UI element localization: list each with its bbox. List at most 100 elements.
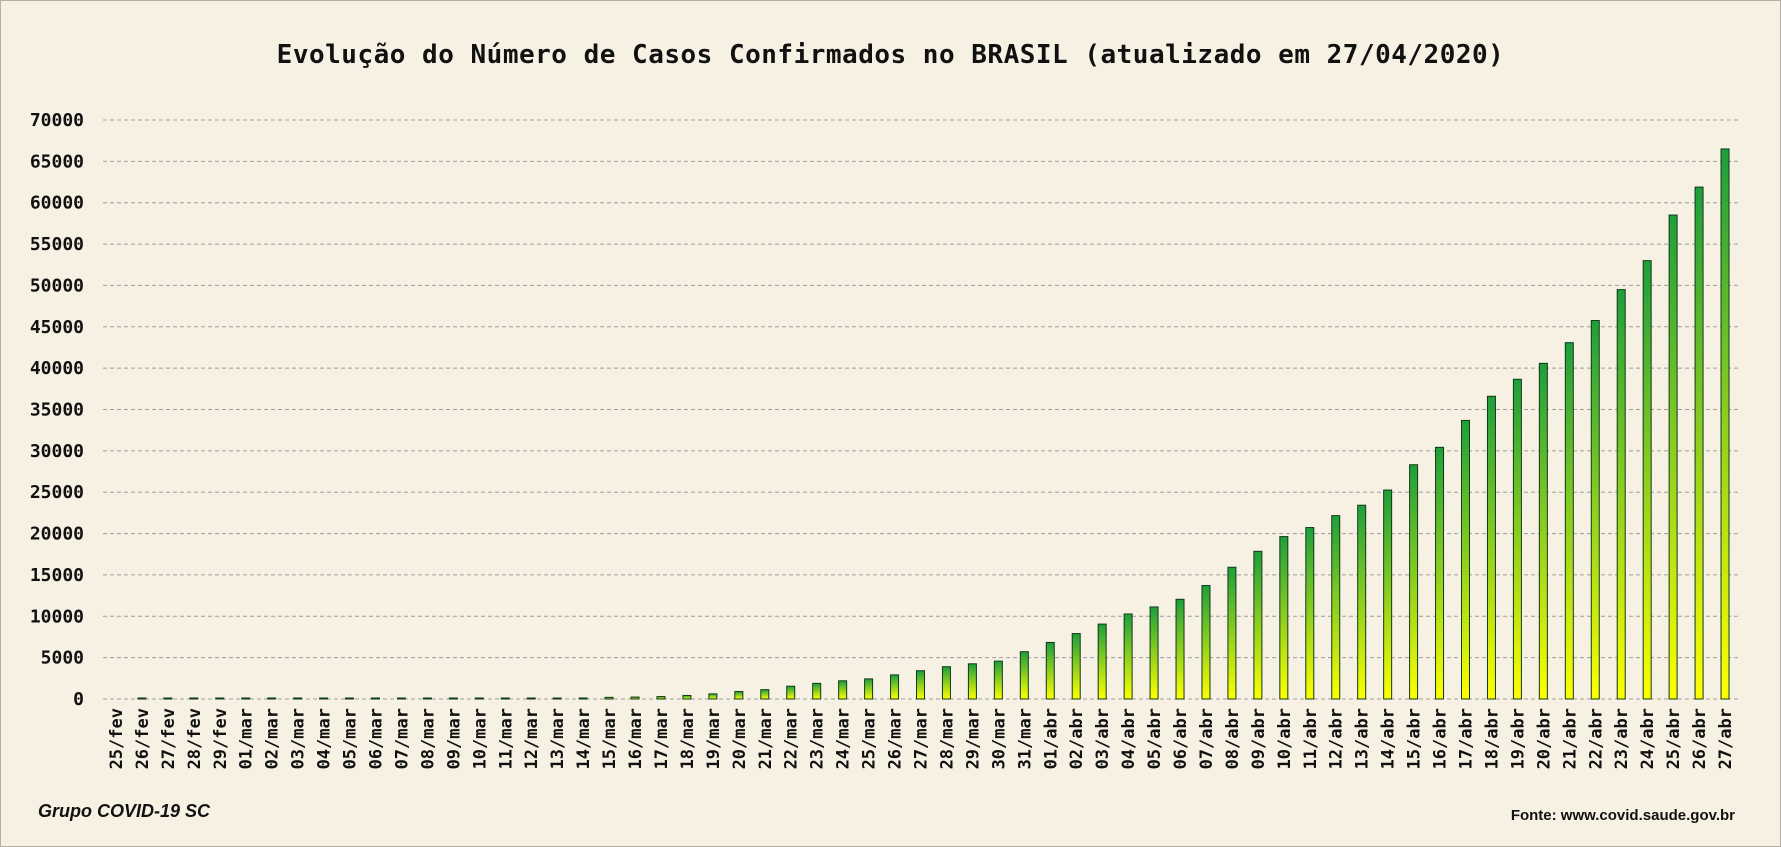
y-tick-label: 0 — [73, 689, 84, 710]
bar — [864, 678, 874, 700]
x-tick-label: 23/abr — [1612, 708, 1632, 769]
x-tick-label: 11/abr — [1301, 708, 1321, 769]
x-tick-label: 01/abr — [1041, 708, 1061, 769]
bar — [293, 697, 303, 700]
bar — [1071, 633, 1081, 700]
x-tick-label: 25/mar — [860, 708, 880, 769]
x-tick-label: 27/abr — [1716, 708, 1736, 769]
x-tick-label: 20/abr — [1534, 708, 1554, 769]
y-tick-label: 35000 — [30, 400, 84, 421]
y-tick-label: 25000 — [30, 482, 84, 503]
bar — [993, 660, 1003, 700]
x-tick-label: 29/mar — [963, 708, 983, 769]
x-tick-label: 25/abr — [1664, 708, 1684, 769]
bar — [1435, 446, 1445, 700]
x-tick-label: 07/abr — [1197, 708, 1217, 769]
x-tick-label: 16/abr — [1431, 708, 1451, 769]
bar — [1253, 550, 1263, 700]
bar — [345, 697, 355, 700]
x-tick-label: 27/mar — [912, 708, 932, 769]
bar — [371, 697, 380, 700]
bar — [682, 694, 692, 700]
x-tick-label: 04/abr — [1119, 708, 1139, 769]
y-tick-label: 15000 — [30, 565, 84, 586]
bar — [1305, 527, 1315, 700]
bar — [812, 682, 822, 700]
x-tick-label: 29/fev — [211, 708, 231, 769]
x-tick-label: 20/mar — [730, 708, 750, 769]
x-tick-label: 15/abr — [1405, 708, 1425, 769]
x-tick-label: 16/mar — [626, 708, 646, 769]
x-tick-label: 19/mar — [704, 708, 724, 769]
x-tick-label: 08/abr — [1223, 708, 1243, 769]
bar — [967, 663, 977, 700]
x-tick-label: 14/abr — [1379, 708, 1399, 769]
x-tick-label: 10/abr — [1275, 708, 1295, 769]
bar — [941, 666, 951, 700]
bar — [1331, 515, 1341, 700]
bar — [1642, 260, 1652, 700]
bar — [396, 697, 406, 700]
x-tick-label: 19/abr — [1508, 708, 1528, 769]
bar — [1175, 598, 1185, 700]
x-tick-label: 22/abr — [1586, 708, 1606, 769]
bar — [500, 697, 510, 700]
x-tick-label: 25/fev — [107, 708, 127, 769]
x-tick-label: 03/mar — [289, 708, 309, 769]
y-tick-label: 55000 — [30, 234, 84, 255]
x-tick-label: 10/mar — [470, 708, 490, 769]
bar — [215, 697, 225, 700]
x-tick-label: 06/mar — [367, 708, 387, 769]
bar — [708, 693, 718, 700]
x-tick-label: 01/mar — [237, 708, 257, 769]
x-tick-label: 24/abr — [1638, 708, 1658, 769]
x-tick-label: 14/mar — [574, 708, 594, 769]
bar — [916, 670, 925, 700]
bar — [1045, 641, 1055, 700]
bar — [1227, 566, 1237, 700]
y-tick-label: 50000 — [30, 275, 84, 296]
y-tick-label: 45000 — [30, 317, 84, 338]
bar — [630, 696, 640, 700]
bar — [1279, 536, 1289, 700]
y-tick-label: 30000 — [30, 441, 84, 462]
bar — [578, 697, 588, 700]
x-tick-label: 11/mar — [496, 708, 516, 769]
bar — [604, 696, 614, 700]
bar — [1694, 186, 1704, 700]
bar — [1512, 378, 1522, 700]
bar — [1668, 214, 1678, 700]
x-tick-label: 18/mar — [678, 708, 698, 769]
x-tick-label: 26/mar — [886, 708, 906, 769]
bar — [1461, 419, 1470, 700]
y-tick-label: 60000 — [30, 193, 84, 214]
bar — [1357, 504, 1367, 700]
bar — [241, 697, 251, 700]
x-tick-label: 09/mar — [444, 708, 464, 769]
bars — [137, 148, 1730, 700]
x-tick-label: 21/abr — [1560, 708, 1580, 769]
bar — [1123, 613, 1133, 700]
x-tick-label: 02/abr — [1067, 708, 1087, 769]
bar — [1720, 148, 1730, 700]
x-tick-label: 06/abr — [1171, 708, 1191, 769]
bar — [890, 674, 900, 700]
x-tick-label: 27/fev — [159, 708, 179, 769]
bar — [526, 697, 536, 700]
x-tick-label: 04/mar — [315, 708, 335, 769]
bar — [137, 697, 147, 700]
x-tick-label: 26/fev — [133, 708, 153, 769]
y-axis-ticks: 0 5000 10000 15000 20000 25000 30000 35000 40000… — [30, 110, 84, 710]
bar — [786, 685, 796, 700]
x-tick-label: 23/mar — [808, 708, 828, 769]
y-tick-label: 70000 — [30, 110, 84, 131]
x-tick-label: 17/mar — [652, 708, 672, 769]
x-tick-label: 17/abr — [1457, 708, 1477, 769]
bar — [474, 697, 484, 700]
chart-title: Evolução do Número de Casos Confirmados … — [276, 40, 1505, 70]
bar — [1383, 489, 1393, 700]
bar — [163, 697, 173, 700]
footer-source: Fonte: www.covid.saude.gov.br — [1510, 807, 1735, 824]
bar — [734, 691, 744, 700]
